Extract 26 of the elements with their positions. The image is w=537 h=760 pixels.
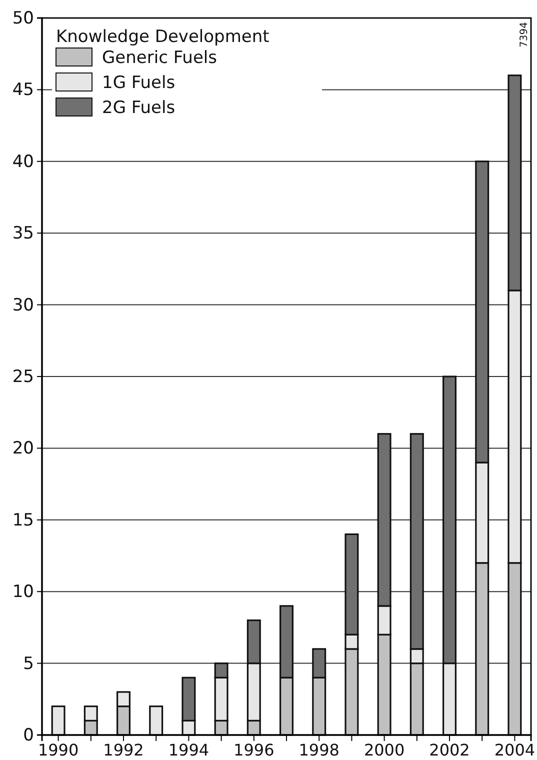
y-tick-label: 50 xyxy=(12,8,34,28)
y-tick-label: 40 xyxy=(12,152,34,172)
x-tick-label: 2000 xyxy=(364,740,405,760)
y-tick-label: 35 xyxy=(12,224,34,244)
y-tick-label: 5 xyxy=(23,654,34,674)
y-tick-label: 0 xyxy=(23,725,34,746)
x-tick-label: 1996 xyxy=(234,740,274,760)
bar xyxy=(51,706,66,736)
x-tick-label: 1994 xyxy=(168,740,210,760)
x-tick-label: 1992 xyxy=(103,740,144,760)
legend-label: 2G Fuels xyxy=(102,98,176,118)
x-tick-label: 1990 xyxy=(38,740,79,760)
y-tick-label: 20 xyxy=(12,438,34,459)
x-tick-label: 1998 xyxy=(298,740,340,760)
y-tick-label: 30 xyxy=(12,295,34,316)
legend-label: Generic Fuels xyxy=(102,48,218,68)
y-tick-label: 25 xyxy=(12,366,34,387)
x-tick-label: 2004 xyxy=(494,740,536,760)
x-tick-label: 2002 xyxy=(429,740,470,760)
annotation: 7394 xyxy=(519,22,530,48)
legend-title: Knowledge Development xyxy=(56,27,270,47)
y-tick-label: 10 xyxy=(12,582,34,602)
bar xyxy=(149,706,164,736)
y-tick-label: 45 xyxy=(12,80,34,100)
y-tick-label: 15 xyxy=(12,510,34,530)
legend-label: 1G Fuels xyxy=(102,73,176,93)
